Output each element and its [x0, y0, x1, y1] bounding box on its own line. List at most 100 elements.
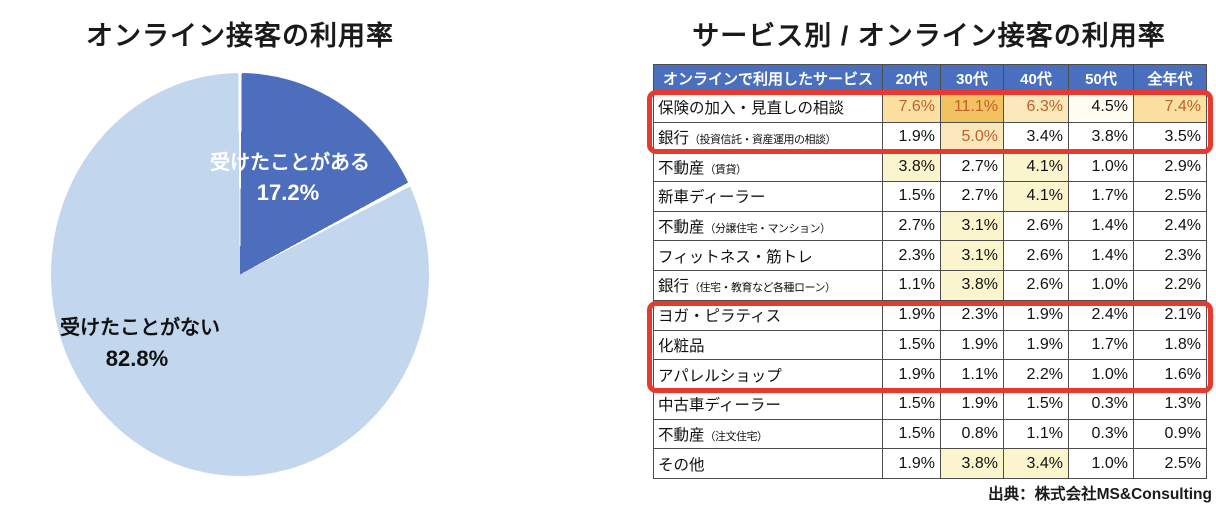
value-cell: 2.4% [1133, 210, 1207, 242]
service-name-cell: 不動産（注文住宅） [653, 418, 883, 450]
value-cell: 1.1% [940, 359, 1004, 390]
value-cell: 1.6% [1133, 359, 1207, 390]
table-header-row: オンラインで利用したサービス 20代 30代 40代 50代 全年代 [653, 64, 1207, 93]
value-cell: 2.3% [1133, 240, 1207, 272]
service-name-cell: ヨガ・ピラティス [653, 299, 883, 331]
source-credit: 出典：株式会社MS&Consulting [988, 486, 1212, 503]
table-row: 不動産（注文住宅） 1.5% 0.8% 1.1% 0.3% 0.9% [653, 418, 1207, 450]
value-cell: 1.0% [1068, 270, 1134, 301]
value-cell: 1.9% [882, 359, 941, 390]
table-row: 化粧品 1.5% 1.9% 1.9% 1.7% 1.8% [653, 329, 1207, 361]
value-cell: 1.9% [1003, 299, 1069, 331]
value-cell: 2.7% [882, 210, 941, 242]
table-row: 新車ディーラー 1.5% 2.7% 4.1% 1.7% 2.5% [653, 181, 1207, 212]
service-usage-table: オンラインで利用したサービス 20代 30代 40代 50代 全年代 保険の加入… [653, 64, 1207, 479]
value-cell: 1.5% [882, 418, 941, 450]
value-cell: 1.9% [940, 329, 1004, 361]
column-header-all-ages: 全年代 [1133, 64, 1207, 93]
value-cell: 1.0% [1068, 151, 1134, 183]
value-cell: 2.5% [1133, 448, 1207, 479]
value-cell: 1.4% [1068, 210, 1134, 242]
value-cell: 1.9% [882, 448, 941, 479]
value-cell: 3.1% [940, 210, 1004, 242]
value-cell: 7.4% [1133, 92, 1207, 123]
value-cell: 2.2% [1133, 270, 1207, 301]
service-name-cell: 銀行（投資信託・資産運用の相談） [653, 121, 883, 153]
column-header-30s: 30代 [940, 64, 1004, 93]
value-cell: 5.0% [940, 121, 1004, 153]
value-cell: 1.9% [1003, 329, 1069, 361]
table-row: 銀行（住宅・教育など各種ローン） 1.1% 3.8% 2.6% 1.0% 2.2% [653, 270, 1207, 301]
service-name-cell: 保険の加入・見直しの相談 [653, 92, 883, 123]
column-header-40s: 40代 [1003, 64, 1069, 93]
pie-chart [51, 73, 429, 476]
value-cell: 1.5% [882, 388, 941, 420]
value-cell: 1.4% [1068, 240, 1134, 272]
pie-slice-label-not-received: 受けたことがない [60, 317, 220, 339]
value-cell: 1.3% [1133, 388, 1207, 420]
value-cell: 0.3% [1068, 388, 1134, 420]
column-header-20s: 20代 [882, 64, 941, 93]
value-cell: 1.1% [1003, 418, 1069, 450]
value-cell: 1.5% [882, 181, 941, 212]
value-cell: 7.6% [882, 92, 941, 123]
value-cell: 0.8% [940, 418, 1004, 450]
value-cell: 3.8% [882, 151, 941, 183]
table-row: 不動産（賃貸） 3.8% 2.7% 4.1% 1.0% 2.9% [653, 151, 1207, 183]
value-cell: 11.1% [940, 92, 1004, 123]
value-cell: 2.4% [1068, 299, 1134, 331]
service-name-cell: 不動産（分譲住宅・マンション） [653, 210, 883, 242]
column-header-service: オンラインで利用したサービス [653, 64, 883, 93]
value-cell: 0.9% [1133, 418, 1207, 450]
value-cell: 2.1% [1133, 299, 1207, 331]
value-cell: 3.4% [1003, 448, 1069, 479]
value-cell: 1.5% [882, 329, 941, 361]
pie-slice-value-not-received: 82.8% [105, 346, 169, 371]
column-header-50s: 50代 [1068, 64, 1134, 93]
value-cell: 2.6% [1003, 270, 1069, 301]
table-row: フィットネス・筋トレ 2.3% 3.1% 2.6% 1.4% 2.3% [653, 240, 1207, 272]
value-cell: 1.9% [882, 299, 941, 331]
value-cell: 2.3% [882, 240, 941, 272]
value-cell: 0.3% [1068, 418, 1134, 450]
value-cell: 3.5% [1133, 121, 1207, 153]
table-row: アパレルショップ 1.9% 1.1% 2.2% 1.0% 1.6% [653, 359, 1207, 390]
value-cell: 1.7% [1068, 329, 1134, 361]
value-cell: 1.0% [1068, 359, 1134, 390]
value-cell: 4.1% [1003, 181, 1069, 212]
service-name-cell: アパレルショップ [653, 359, 883, 390]
service-name-cell: 化粧品 [653, 329, 883, 361]
value-cell: 2.7% [940, 151, 1004, 183]
pie-chart-title: オンライン接客の利用率 [86, 21, 394, 51]
value-cell: 3.8% [1068, 121, 1134, 153]
value-cell: 1.9% [940, 388, 1004, 420]
value-cell: 2.2% [1003, 359, 1069, 390]
table-row: 中古車ディーラー 1.5% 1.9% 1.5% 0.3% 1.3% [653, 388, 1207, 420]
value-cell: 4.1% [1003, 151, 1069, 183]
table-row: 不動産（分譲住宅・マンション） 2.7% 3.1% 2.6% 1.4% 2.4% [653, 210, 1207, 242]
service-name-cell: 新車ディーラー [653, 181, 883, 212]
value-cell: 2.6% [1003, 210, 1069, 242]
value-cell: 1.0% [1068, 448, 1134, 479]
pie-slice-label-received: 受けたことがある [210, 152, 370, 174]
table-row: ヨガ・ピラティス 1.9% 2.3% 1.9% 2.4% 2.1% [653, 299, 1207, 331]
value-cell: 1.7% [1068, 181, 1134, 212]
value-cell: 3.4% [1003, 121, 1069, 153]
value-cell: 3.8% [940, 448, 1004, 479]
service-name-cell: 中古車ディーラー [653, 388, 883, 420]
value-cell: 2.7% [940, 181, 1004, 212]
value-cell: 2.5% [1133, 181, 1207, 212]
service-name-cell: フィットネス・筋トレ [653, 240, 883, 272]
service-name-cell: その他 [653, 448, 883, 479]
value-cell: 2.6% [1003, 240, 1069, 272]
service-name-cell: 不動産（賃貸） [653, 151, 883, 183]
table-title: サービス別 / オンライン接客の利用率 [692, 21, 1166, 51]
table-row: 保険の加入・見直しの相談 7.6% 11.1% 6.3% 4.5% 7.4% [653, 92, 1207, 123]
value-cell: 1.1% [882, 270, 941, 301]
table-row: その他 1.9% 3.8% 3.4% 1.0% 2.5% [653, 448, 1207, 479]
pie-slice-value-received: 17.2% [256, 180, 320, 205]
value-cell: 2.3% [940, 299, 1004, 331]
value-cell: 3.1% [940, 240, 1004, 272]
service-name-cell: 銀行（住宅・教育など各種ローン） [653, 270, 883, 301]
value-cell: 1.9% [882, 121, 941, 153]
